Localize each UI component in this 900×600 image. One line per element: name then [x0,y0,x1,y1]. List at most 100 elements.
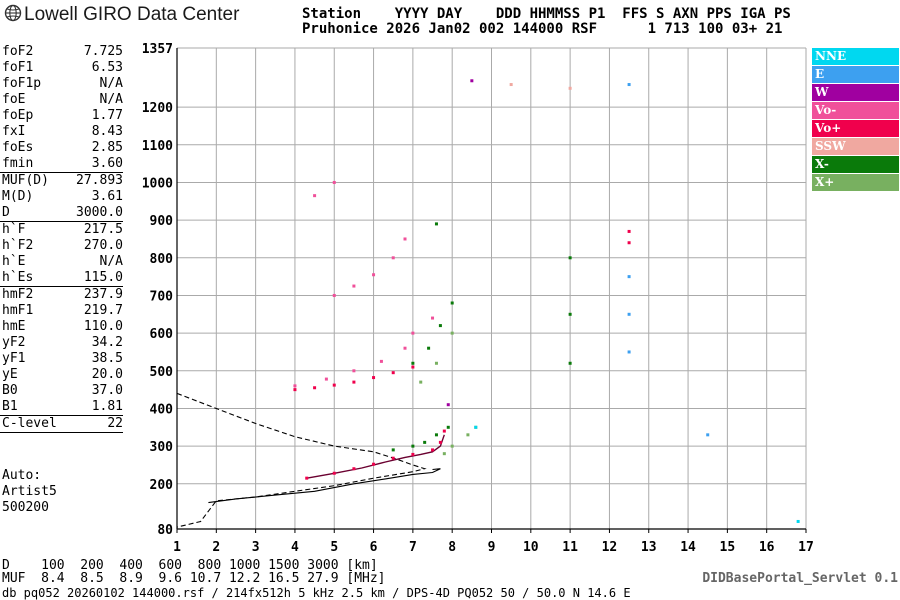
param-value: 6.53 [91,60,123,75]
param-label: C-level [2,416,57,431]
param-label: foF1 [2,60,34,75]
echo-point [403,346,407,350]
param-label: foEs [2,140,34,155]
x-tick-label: 11 [562,540,578,555]
param-value: 8.43 [91,124,123,139]
servlet-version: DIDBasePortal_Servlet 0.1 [702,571,898,586]
param-label: hmF2 [2,287,34,302]
param-label: MUF(D) [2,173,49,188]
echo-point [568,312,572,316]
echo-point [293,388,297,392]
param-value: N/A [99,76,123,91]
param-separator [0,415,123,416]
echo-point [411,331,415,335]
legend-entry: Vo- [812,102,899,119]
y-tick-label: 700 [150,289,174,304]
polarization-legend: NNE E W Vo- Vo+ SSW X- X+ [812,48,899,192]
y-tick-label: 300 [150,440,174,455]
param-row: foF1 6.53 [0,60,126,76]
param-label: h`Es [2,270,34,285]
y-tick-label: 80 [157,523,173,538]
param-row: yE 20.0 [0,367,126,383]
echo-point [509,83,513,87]
echo-point [568,361,572,365]
echo-point [427,346,431,350]
echo-point [379,359,383,363]
echo-point [332,293,336,297]
echo-point [434,361,438,365]
param-row: h`F 217.5 [0,222,126,238]
echo-point [372,462,376,466]
param-value: 237.9 [83,287,123,302]
param-value: N/A [99,254,123,269]
param-value: 1.77 [91,108,123,123]
logo-text: Lowell GIRO Data Center [24,4,240,25]
y-tick-label: 200 [150,478,174,493]
auto-version: 500200 [2,500,49,515]
echo-point [352,380,356,384]
echo-point [474,425,478,429]
legend-entry: NNE [812,48,899,65]
echo-point [450,331,454,335]
header-values: Pruhonice 2026 Jan02 002 144000 RSF 1 71… [302,21,783,37]
echo-point [352,467,356,471]
echo-point [403,237,407,241]
y-tick-label: 600 [150,327,174,342]
x-tick-label: 5 [330,540,338,555]
echo-point [391,456,395,460]
param-separator [0,221,123,222]
x-tick-label: 10 [523,540,539,555]
y-tick-label: 500 [150,365,174,380]
param-value: 38.5 [91,351,123,366]
header-labels: Station YYYY DAY DDD HHMMSS P1 FFS S AXN… [302,6,791,22]
param-value: N/A [99,92,123,107]
echo-point [305,476,309,480]
echo-point [466,433,470,437]
x-tick-label: 14 [680,540,696,555]
param-row: fmin 3.60 [0,156,126,172]
echo-point [627,241,631,245]
echo-point [627,350,631,354]
echo-point [627,83,631,87]
x-tick-label: 17 [798,540,814,555]
param-label: D [2,205,10,220]
param-row: hmE 110.0 [0,319,126,335]
param-label: foF1p [2,76,42,91]
param-value: 270.0 [83,238,123,253]
param-separator [0,286,123,287]
legend-entry: W [812,84,899,101]
param-label: h`E [2,254,26,269]
echo-point [391,448,395,452]
param-row: h`F2 270.0 [0,238,126,254]
echo-point [431,448,435,452]
legend-entry: Vo+ [812,120,899,137]
param-label: yF1 [2,351,26,366]
x-tick-label: 2 [212,540,220,555]
profile-solid-line [208,468,441,504]
scaled-parameters-panel: foF2 7.725 foF1 6.53 foF1p N/A foE N/A foEp 1.77 f… [0,44,126,433]
lowell-giro-logo: Lowell GIRO Data Center [4,4,239,28]
echo-point [411,361,415,365]
echo-point [352,284,356,288]
param-value: 115.0 [83,270,123,285]
x-tick-label: 9 [488,540,496,555]
param-row: B1 1.81 [0,399,126,415]
param-label: B1 [2,399,18,414]
echo-point [796,519,800,523]
autoscaling-info: Auto: Artist5 500200 [2,468,57,516]
globe-icon [4,4,22,28]
echo-point [706,433,710,437]
echo-point [332,471,336,475]
param-row: foF1p N/A [0,76,126,92]
param-row: h`Es 115.0 [0,270,126,286]
echo-point [419,380,423,384]
param-label: foF2 [2,44,34,59]
param-row: foEs 2.85 [0,140,126,156]
echo-point [627,312,631,316]
echo-point [442,452,446,456]
param-row: M(D) 3.61 [0,189,126,205]
x-tick-label: 7 [409,540,417,555]
param-value: 3.61 [91,189,123,204]
x-tick-label: 3 [252,540,260,555]
